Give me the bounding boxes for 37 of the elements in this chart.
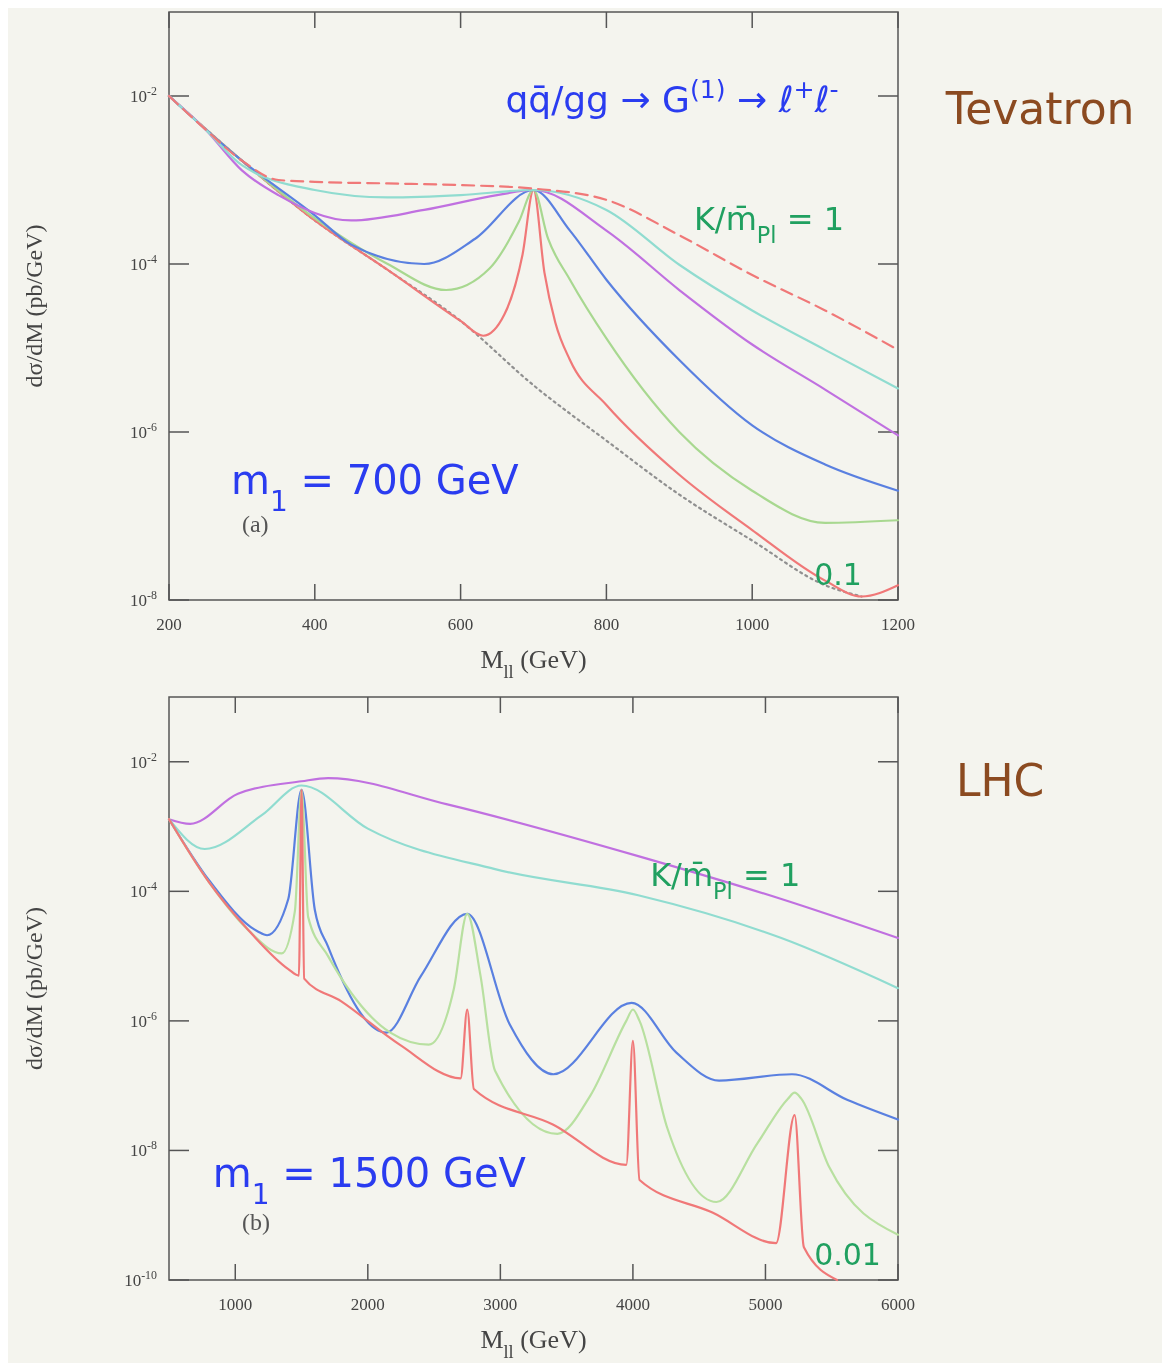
x-tick-label: 1000 bbox=[218, 1295, 253, 1314]
y-tick-label: 10$^{-8}$ bbox=[130, 588, 158, 610]
x-tick-label: 200 bbox=[156, 615, 182, 634]
annotation: 0.1 bbox=[814, 557, 862, 593]
y-tick-label: 10$^{-8}$ bbox=[130, 1138, 158, 1161]
x-tick-label: 1200 bbox=[881, 615, 915, 634]
x-tick-label: 800 bbox=[593, 615, 620, 634]
annotation: (b) bbox=[241, 1209, 270, 1236]
annotation: (a) bbox=[241, 511, 269, 538]
x-tick-label: 2000 bbox=[350, 1295, 385, 1314]
y-axis-title: dσ/dM (pb/GeV) bbox=[21, 907, 47, 1070]
text: Tevatron bbox=[944, 82, 1135, 134]
x-tick-label: 400 bbox=[302, 615, 328, 634]
x-tick-label: 3000 bbox=[483, 1295, 518, 1314]
x-axis-title: M$_{ll}$ (GeV) bbox=[480, 1325, 587, 1362]
y-tick-label: 10$^{-10}$ bbox=[124, 1268, 158, 1290]
annotation: K/m̄$_{Pl}$ = 1 bbox=[650, 856, 801, 905]
y-tick-label: 10$^{-2}$ bbox=[130, 749, 158, 772]
x-axis-title: M$_{ll}$ (GeV) bbox=[480, 645, 587, 682]
y-axis-title: dσ/dM (pb/GeV) bbox=[21, 224, 47, 388]
annotation: m$_{1}$ = 1500 GeV bbox=[212, 1149, 527, 1211]
text: LHC bbox=[955, 755, 1045, 807]
y-tick-label: 10$^{-6}$ bbox=[130, 420, 158, 442]
line-series bbox=[167, 784, 900, 990]
annotation: qq̄/gg → G$^{(1)}$ → ℓ$^{+}$ℓ$^{-}$ bbox=[505, 74, 839, 120]
x-tick-label: 5000 bbox=[748, 1295, 783, 1314]
annotation: K/m̄$_{Pl}$ = 1 bbox=[693, 199, 845, 248]
y-tick-label: 10$^{-4}$ bbox=[130, 879, 158, 902]
x-tick-label: 600 bbox=[447, 615, 474, 634]
annotation: 0.01 bbox=[814, 1237, 881, 1273]
y-tick-label: 10$^{-4}$ bbox=[130, 252, 158, 274]
x-tick-label: 4000 bbox=[615, 1295, 650, 1314]
y-tick-label: 10$^{-2}$ bbox=[130, 84, 158, 106]
line-series bbox=[167, 776, 900, 940]
x-tick-label: 6000 bbox=[881, 1295, 915, 1314]
y-tick-label: 10$^{-6}$ bbox=[130, 1008, 158, 1031]
x-tick-label: 1000 bbox=[735, 615, 770, 634]
